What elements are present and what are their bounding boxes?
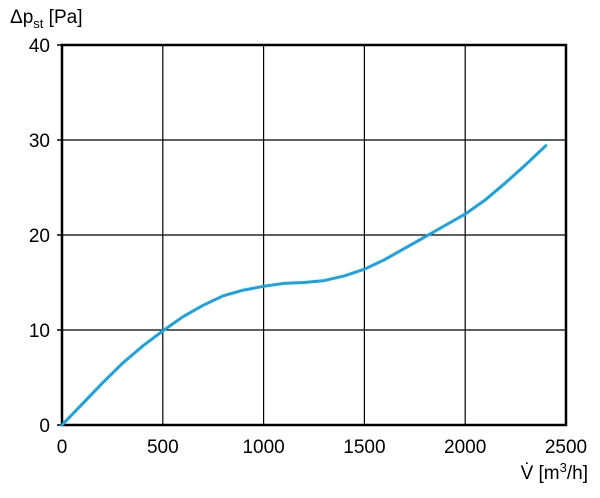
y-tick-label: 10 <box>29 321 50 342</box>
axes <box>57 43 568 427</box>
x-axis-title: V̇ [m3/h] <box>521 460 588 484</box>
y-axis-title-main: Δp <box>10 7 33 28</box>
y-axis-title: Δpst [Pa] <box>10 7 82 31</box>
x-tick-label: 500 <box>147 437 179 458</box>
y-axis-title-sub: st <box>33 16 44 31</box>
x-axis-title-unit-sup: 3 <box>560 460 567 475</box>
y-tick-label: 40 <box>29 36 50 57</box>
x-axis-title-symbol: V̇ <box>521 463 534 484</box>
grid-lines <box>61 44 567 426</box>
y-tick-label: 20 <box>29 226 50 247</box>
x-axis-title-unit-open: [m <box>533 463 559 484</box>
x-axis-title-unit-close: /h] <box>567 463 588 484</box>
series-layer <box>60 144 548 427</box>
x-tick-label: 2500 <box>545 437 587 458</box>
y-tick-label: 30 <box>29 131 50 152</box>
y-tick-label: 0 <box>39 416 50 437</box>
plot-frame <box>60 43 568 427</box>
x-tick-label: 0 <box>57 437 68 458</box>
x-tick-label: 2000 <box>444 437 486 458</box>
x-tick-label: 1000 <box>242 437 284 458</box>
x-tick-label: 1500 <box>343 437 385 458</box>
y-axis-title-unit: [Pa] <box>43 7 82 28</box>
series-line <box>60 144 548 427</box>
tick-labels: 0 500 1000 1500 2000 2500 0 10 20 30 40 <box>29 36 587 458</box>
